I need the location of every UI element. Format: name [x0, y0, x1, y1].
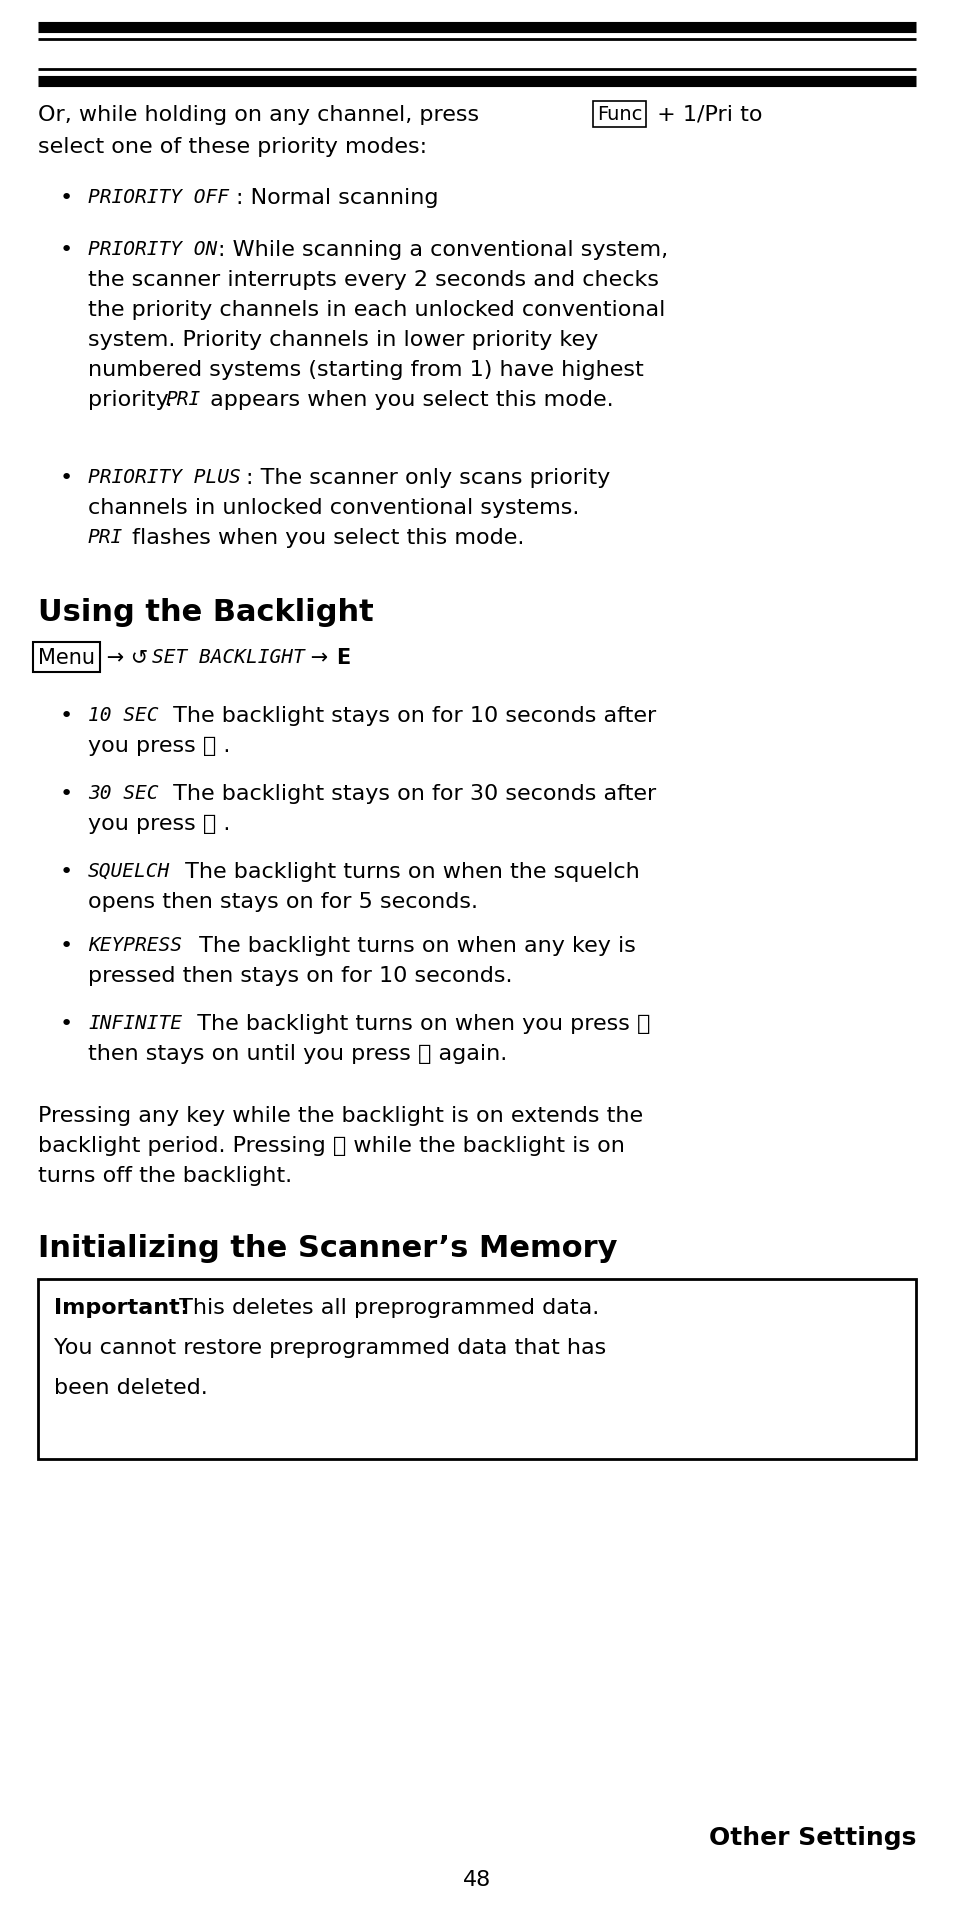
Text: system. Priority channels in lower priority key: system. Priority channels in lower prior…	[88, 330, 598, 349]
Text: the scanner interrupts every 2 seconds and checks: the scanner interrupts every 2 seconds a…	[88, 271, 659, 290]
Text: the priority channels in each unlocked conventional: the priority channels in each unlocked c…	[88, 299, 664, 320]
Text: →: →	[304, 648, 335, 667]
Text: you press 🐾 .: you press 🐾 .	[88, 736, 230, 755]
Text: 10 SEC: 10 SEC	[88, 706, 158, 725]
Text: •: •	[60, 240, 73, 259]
Text: + 1/Pri to: + 1/Pri to	[649, 105, 761, 126]
Text: SQUELCH: SQUELCH	[88, 862, 170, 881]
Text: The backlight turns on when the squelch: The backlight turns on when the squelch	[178, 862, 639, 881]
Text: Other Settings: Other Settings	[708, 1825, 915, 1850]
Text: •: •	[60, 706, 73, 727]
Text: The backlight turns on when any key is: The backlight turns on when any key is	[192, 936, 636, 955]
Text: Func: Func	[597, 105, 641, 124]
Text: PRI: PRI	[88, 528, 123, 547]
Text: 30 SEC: 30 SEC	[88, 784, 158, 803]
Text: 48: 48	[462, 1869, 491, 1890]
Text: This deletes all preprogrammed data.: This deletes all preprogrammed data.	[172, 1297, 598, 1318]
Text: appears when you select this mode.: appears when you select this mode.	[203, 389, 613, 410]
Text: turns off the backlight.: turns off the backlight.	[38, 1165, 292, 1186]
Bar	[38, 1280, 915, 1459]
Text: The backlight stays on for 10 seconds after: The backlight stays on for 10 seconds af…	[166, 706, 656, 727]
Text: : Normal scanning: : Normal scanning	[235, 189, 438, 208]
Text: backlight period. Pressing 🐾 while the backlight is on: backlight period. Pressing 🐾 while the b…	[38, 1135, 624, 1156]
Text: •: •	[60, 936, 73, 955]
Text: INFINITE: INFINITE	[88, 1013, 182, 1032]
Text: •: •	[60, 1013, 73, 1034]
Text: KEYPRESS: KEYPRESS	[88, 936, 182, 955]
Text: channels in unlocked conventional systems.: channels in unlocked conventional system…	[88, 498, 578, 517]
Text: Pressing any key while the backlight is on extends the: Pressing any key while the backlight is …	[38, 1106, 642, 1125]
Text: PRIORITY PLUS: PRIORITY PLUS	[88, 467, 240, 486]
Text: select one of these priority modes:: select one of these priority modes:	[38, 137, 427, 156]
Text: opens then stays on for 5 seconds.: opens then stays on for 5 seconds.	[88, 892, 477, 912]
Text: PRI: PRI	[166, 389, 201, 408]
Text: You cannot restore preprogrammed data that has: You cannot restore preprogrammed data th…	[54, 1337, 605, 1358]
Text: •: •	[60, 784, 73, 803]
Text: PRIORITY OFF: PRIORITY OFF	[88, 189, 229, 206]
Text: The backlight stays on for 30 seconds after: The backlight stays on for 30 seconds af…	[166, 784, 656, 803]
Text: Using the Backlight: Using the Backlight	[38, 597, 374, 627]
Text: Initializing the Scanner’s Memory: Initializing the Scanner’s Memory	[38, 1234, 617, 1262]
Text: Important!: Important!	[54, 1297, 190, 1318]
Text: numbered systems (starting from 1) have highest: numbered systems (starting from 1) have …	[88, 360, 643, 379]
Text: E: E	[335, 648, 350, 667]
Text: flashes when you select this mode.: flashes when you select this mode.	[125, 528, 524, 547]
Text: •: •	[60, 862, 73, 881]
Text: •: •	[60, 467, 73, 488]
Text: been deleted.: been deleted.	[54, 1377, 208, 1398]
Text: you press 🐾 .: you press 🐾 .	[88, 814, 230, 833]
Text: The backlight turns on when you press 🐾: The backlight turns on when you press 🐾	[183, 1013, 650, 1034]
Text: priority.: priority.	[88, 389, 179, 410]
Text: : While scanning a conventional system,: : While scanning a conventional system,	[218, 240, 667, 259]
Text: SET BACKLIGHT: SET BACKLIGHT	[152, 648, 304, 667]
Text: → ↺: → ↺	[100, 648, 154, 667]
Text: then stays on until you press 🐾 again.: then stays on until you press 🐾 again.	[88, 1043, 507, 1064]
Text: Or, while holding on any channel, press: Or, while holding on any channel, press	[38, 105, 486, 126]
Text: PRIORITY ON: PRIORITY ON	[88, 240, 217, 259]
Text: •: •	[60, 189, 73, 208]
Text: : The scanner only scans priority: : The scanner only scans priority	[246, 467, 610, 488]
Text: pressed then stays on for 10 seconds.: pressed then stays on for 10 seconds.	[88, 965, 512, 986]
Text: Menu: Menu	[38, 648, 95, 667]
